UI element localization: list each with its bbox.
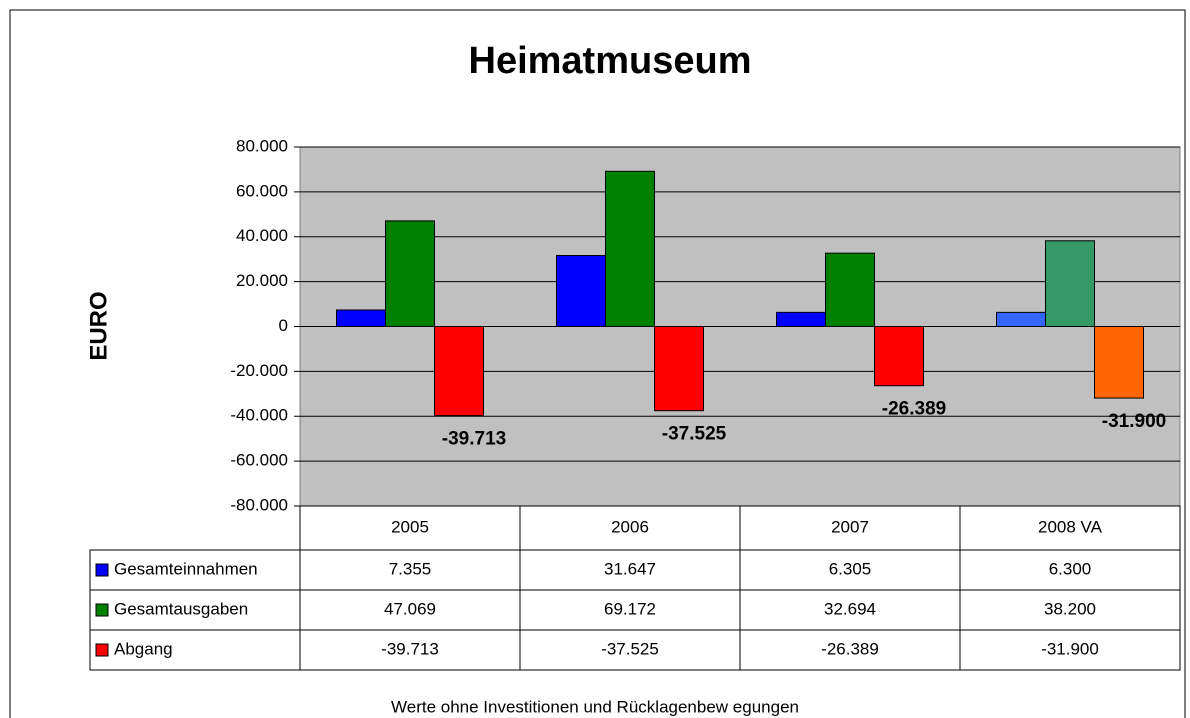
x-tick-label: 2008 VA [1038, 517, 1103, 536]
legend-swatch [95, 603, 109, 617]
bar [1094, 326, 1144, 399]
bar [776, 311, 826, 327]
legend-swatch [95, 643, 109, 657]
data-label: -39.713 [442, 429, 506, 450]
table-cell: -31.900 [1041, 639, 1099, 658]
x-tick-label: 2005 [391, 517, 429, 536]
bar [385, 220, 435, 327]
bar [654, 326, 704, 412]
chart-title: Heimatmuseum [469, 40, 752, 82]
y-tick-label: -20.000 [230, 361, 288, 380]
bar [434, 326, 484, 417]
bar [556, 254, 606, 328]
bar [336, 309, 386, 328]
table-frame [89, 549, 1181, 671]
y-tick-label: 60.000 [236, 181, 288, 200]
bar [825, 252, 875, 327]
data-label: -31.900 [1102, 411, 1166, 432]
bar [996, 311, 1046, 328]
table-cell: -39.713 [381, 639, 439, 658]
data-label: -37.525 [662, 424, 727, 445]
y-axis-label: EURO [85, 291, 112, 360]
table-cell: -37.525 [601, 639, 659, 658]
table-cell: 6.300 [1049, 559, 1092, 578]
legend-label: Abgang [114, 639, 173, 658]
table-cell: 69.172 [604, 599, 656, 618]
table-cell: 6.305 [829, 559, 872, 578]
y-tick-label: 0 [279, 316, 288, 335]
y-tick-label: 20.000 [236, 271, 288, 290]
table-cell: 38.200 [1044, 599, 1096, 618]
table-cell: -26.389 [821, 639, 879, 658]
legend-label: Gesamtausgaben [114, 599, 248, 618]
legend-swatch [95, 563, 109, 577]
footnote: Werte ohne Investitionen und Rücklagenbe… [391, 697, 799, 716]
y-tick-label: -60.000 [230, 451, 288, 470]
y-tick-label: -80.000 [230, 495, 288, 514]
y-tick-label: -40.000 [230, 406, 288, 425]
x-tick-label: 2006 [611, 517, 649, 536]
y-tick-label: 80.000 [236, 136, 288, 155]
legend-label: Gesamteinnahmen [114, 559, 258, 578]
bar [605, 170, 655, 327]
x-tick-label: 2007 [831, 517, 869, 536]
bar [874, 326, 924, 387]
data-label: -26.389 [882, 399, 946, 420]
y-tick-label: 40.000 [236, 226, 288, 245]
table-cell: 31.647 [604, 559, 656, 578]
table-cell: 47.069 [384, 599, 436, 618]
table-cell: 32.694 [824, 599, 876, 618]
bar [1045, 240, 1095, 328]
table-cell: 7.355 [389, 559, 432, 578]
